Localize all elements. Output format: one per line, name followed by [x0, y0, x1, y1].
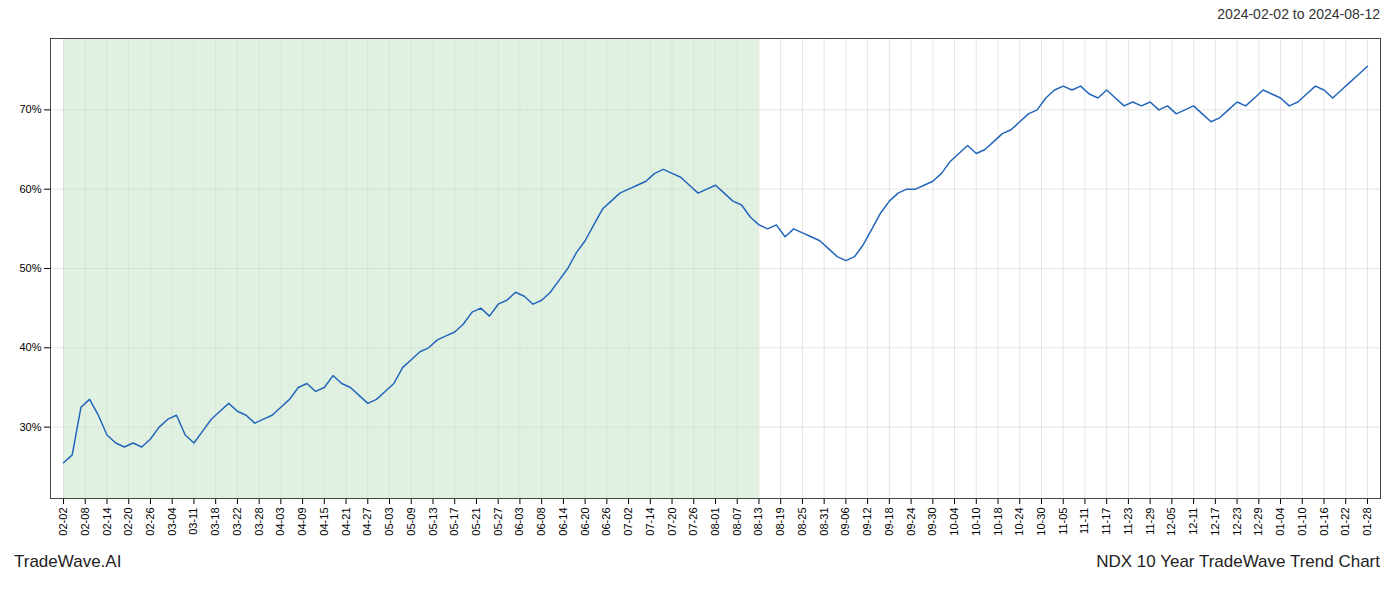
svg-text:08-25: 08-25 — [796, 508, 808, 536]
svg-text:11-05: 11-05 — [1057, 508, 1069, 535]
svg-text:03-11: 03-11 — [187, 508, 199, 535]
svg-text:01-10: 01-10 — [1296, 508, 1308, 536]
svg-text:09-06: 09-06 — [839, 508, 851, 536]
svg-text:11-23: 11-23 — [1122, 508, 1134, 535]
svg-text:04-27: 04-27 — [361, 508, 373, 536]
svg-text:12-05: 12-05 — [1165, 508, 1177, 536]
svg-text:09-12: 09-12 — [861, 508, 873, 536]
svg-text:09-30: 09-30 — [926, 508, 938, 536]
svg-text:02-14: 02-14 — [101, 508, 113, 536]
svg-text:02-20: 02-20 — [122, 508, 134, 536]
svg-text:07-14: 07-14 — [644, 508, 656, 536]
svg-text:11-29: 11-29 — [1144, 508, 1156, 535]
svg-text:12-11: 12-11 — [1187, 508, 1199, 535]
svg-text:05-17: 05-17 — [448, 508, 460, 536]
svg-text:08-31: 08-31 — [818, 508, 830, 536]
svg-text:60%: 60% — [19, 183, 41, 195]
svg-text:03-18: 03-18 — [209, 508, 221, 536]
svg-text:12-17: 12-17 — [1209, 508, 1221, 536]
svg-text:08-01: 08-01 — [709, 508, 721, 536]
svg-text:06-14: 06-14 — [557, 508, 569, 536]
svg-text:02-08: 02-08 — [79, 508, 91, 536]
svg-text:01-16: 01-16 — [1318, 508, 1330, 536]
svg-text:05-03: 05-03 — [383, 508, 395, 536]
svg-text:30%: 30% — [19, 421, 41, 433]
svg-text:09-24: 09-24 — [905, 508, 917, 536]
svg-text:03-04: 03-04 — [166, 508, 178, 536]
svg-text:08-19: 08-19 — [774, 508, 786, 536]
svg-text:06-08: 06-08 — [535, 508, 547, 536]
svg-text:05-21: 05-21 — [470, 508, 482, 536]
svg-text:06-26: 06-26 — [600, 508, 612, 536]
svg-text:10-18: 10-18 — [992, 508, 1004, 536]
svg-text:04-09: 04-09 — [296, 508, 308, 536]
svg-text:12-29: 12-29 — [1252, 508, 1264, 536]
svg-text:03-28: 03-28 — [253, 508, 265, 536]
svg-text:10-24: 10-24 — [1013, 508, 1025, 536]
svg-text:07-26: 07-26 — [687, 508, 699, 536]
svg-text:10-04: 10-04 — [948, 508, 960, 536]
html-text:NDX 10 Year TradeWave Trend Ch: NDX 10 Year TradeWave Trend Chart — [1096, 552, 1380, 571]
svg-text:04-03: 04-03 — [274, 508, 286, 536]
svg-text:01-28: 01-28 — [1361, 508, 1373, 536]
html-text:TradeWave.AI: TradeWave.AI — [14, 552, 122, 571]
svg-text:02-26: 02-26 — [144, 508, 156, 536]
svg-text:40%: 40% — [19, 341, 41, 353]
svg-text:11-17: 11-17 — [1100, 508, 1112, 535]
svg-text:06-03: 06-03 — [513, 508, 525, 536]
svg-text:01-04: 01-04 — [1274, 508, 1286, 536]
svg-text:07-20: 07-20 — [666, 508, 678, 536]
svg-text:06-20: 06-20 — [579, 508, 591, 536]
svg-text:09-18: 09-18 — [883, 508, 895, 536]
svg-text:12-23: 12-23 — [1231, 508, 1243, 536]
svg-text:01-22: 01-22 — [1339, 508, 1351, 536]
svg-text:10-10: 10-10 — [970, 508, 982, 536]
svg-text:10-30: 10-30 — [1035, 508, 1047, 536]
svg-text:50%: 50% — [19, 262, 41, 274]
svg-text:11-11: 11-11 — [1078, 508, 1090, 535]
svg-text:04-21: 04-21 — [340, 508, 352, 536]
svg-text:02-02: 02-02 — [57, 508, 69, 536]
svg-text:08-13: 08-13 — [752, 508, 764, 536]
svg-text:03-22: 03-22 — [231, 508, 243, 536]
svg-text:05-13: 05-13 — [427, 508, 439, 536]
html-text:2024-02-02 to 2024-08-12: 2024-02-02 to 2024-08-12 — [1217, 6, 1380, 22]
svg-text:05-27: 05-27 — [492, 508, 504, 536]
svg-text:04-15: 04-15 — [318, 508, 330, 536]
svg-text:05-09: 05-09 — [405, 508, 417, 536]
svg-text:70%: 70% — [19, 103, 41, 115]
svg-text:08-07: 08-07 — [731, 508, 743, 536]
svg-text:07-02: 07-02 — [622, 508, 634, 536]
